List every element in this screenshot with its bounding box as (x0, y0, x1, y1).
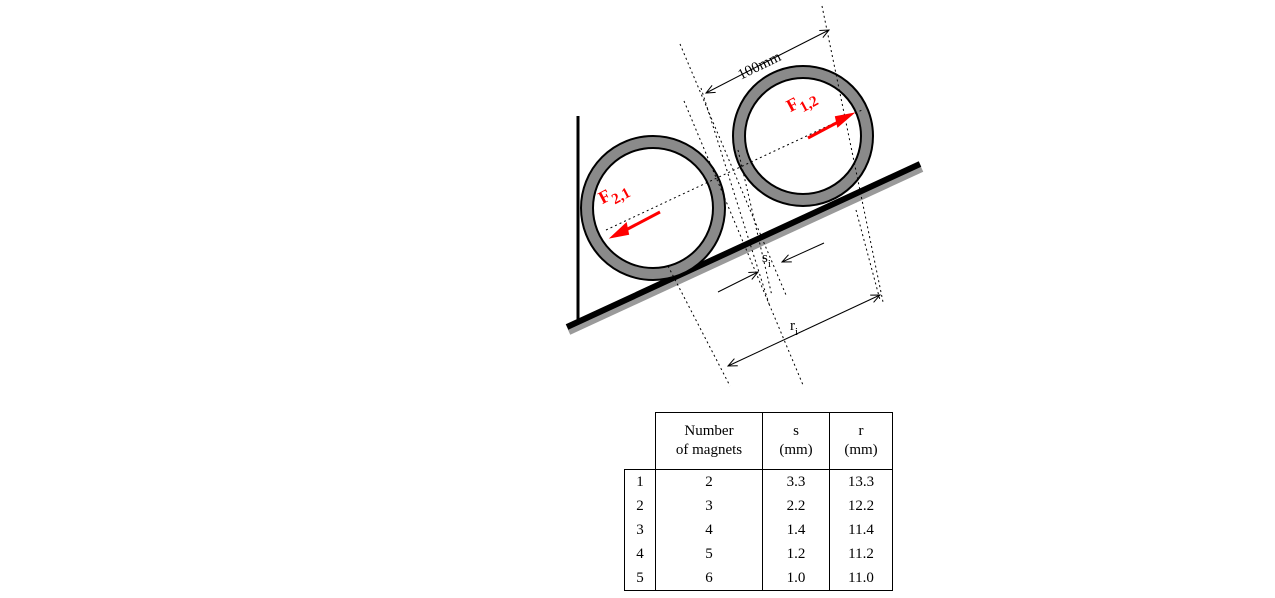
header-s-line2: (mm) (779, 442, 813, 458)
row-index: 3 (624, 518, 656, 542)
header-index-cell (625, 413, 656, 470)
incline-plane (565, 161, 922, 330)
row-r: 11.4 (829, 518, 893, 542)
header-r-line1: r (858, 423, 864, 439)
force-label-right: F1,2 (783, 84, 821, 121)
row-index: 5 (624, 566, 656, 591)
distance-arrow-left (728, 329, 806, 366)
row-r: 11.0 (829, 566, 893, 591)
row-magnets: 4 (655, 518, 763, 542)
table-row: 4 5 1.2 11.2 (624, 542, 893, 566)
row-s: 1.4 (762, 518, 830, 542)
row-index: 1 (624, 469, 656, 494)
header-s: s (mm) (762, 412, 830, 470)
header-r-line2: (mm) (844, 442, 878, 458)
force-arrow-left (608, 210, 661, 239)
dimension-100mm-arrow-right (765, 30, 829, 63)
row-index: 4 (624, 542, 656, 566)
row-s: 1.0 (762, 566, 830, 591)
magnet-ring-diagram: 100mm F2,1 F1,2 si ri (565, 5, 924, 387)
row-magnets: 2 (655, 469, 763, 494)
header-r: r (mm) (829, 412, 893, 470)
gap-arrow-left (717, 272, 758, 293)
row-r: 12.2 (829, 494, 893, 518)
distance-label: ri (790, 318, 798, 338)
gap-label: si (762, 250, 771, 270)
magnet-data-table: Number of magnets s (mm) r (mm) 1 2 3.3 … (624, 412, 893, 591)
row-s: 1.2 (762, 542, 830, 566)
force-arrow-right (807, 112, 856, 140)
row-magnets: 3 (655, 494, 763, 518)
incline-shadow (567, 166, 924, 335)
distance-arrow-right (804, 295, 880, 331)
row-r: 11.2 (829, 542, 893, 566)
row-s: 2.2 (762, 494, 830, 518)
header-s-line1: s (793, 423, 799, 439)
row-magnets: 6 (655, 566, 763, 591)
row-index: 2 (624, 494, 656, 518)
table-row: 1 2 3.3 13.3 (624, 469, 893, 494)
right-magnet-ring (732, 65, 874, 207)
table-row: 2 3 2.2 12.2 (624, 494, 893, 518)
row-s: 3.3 (762, 469, 830, 494)
table-row: 5 6 1.0 11.0 (624, 566, 893, 591)
force-label-left: F2,1 (595, 176, 633, 213)
table-row: 3 4 1.4 11.4 (624, 518, 893, 542)
row-magnets: 5 (655, 542, 763, 566)
header-magnets-line2: of magnets (675, 442, 743, 458)
guide-lines (667, 5, 884, 387)
center-line (605, 109, 863, 231)
gap-arrow-right (782, 242, 825, 262)
header-number-of-magnets: Number of magnets (655, 412, 763, 470)
dimension-100mm-arrow (706, 61, 767, 93)
header-magnets-line1: Number (684, 423, 734, 439)
row-r: 13.3 (829, 469, 893, 494)
left-magnet-ring (580, 135, 726, 281)
